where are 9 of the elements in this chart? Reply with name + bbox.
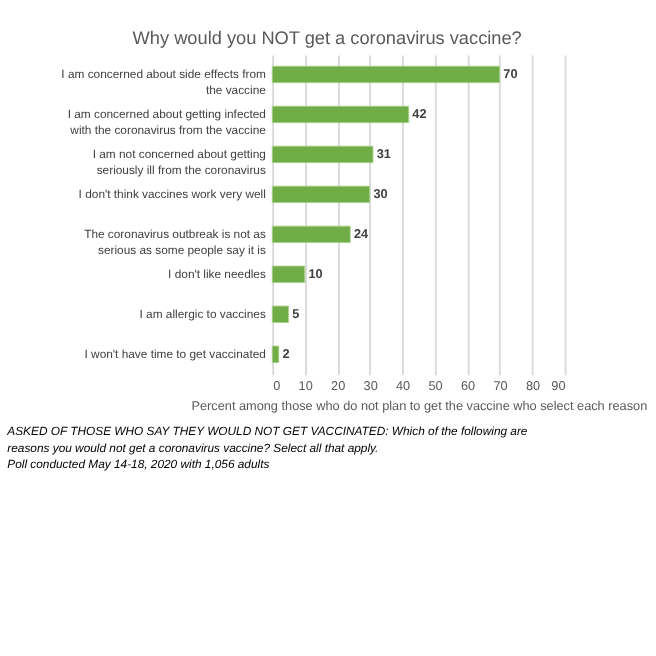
bar: [271, 225, 351, 244]
bar: [271, 305, 289, 323]
bar: [271, 145, 374, 164]
bar: [271, 185, 371, 204]
bar: [271, 265, 306, 284]
bar: [271, 65, 501, 84]
bar: [271, 345, 280, 363]
bar: [271, 105, 410, 124]
chart-title: Why would you NOT get a coronavirus vaccine?: [132, 27, 522, 48]
